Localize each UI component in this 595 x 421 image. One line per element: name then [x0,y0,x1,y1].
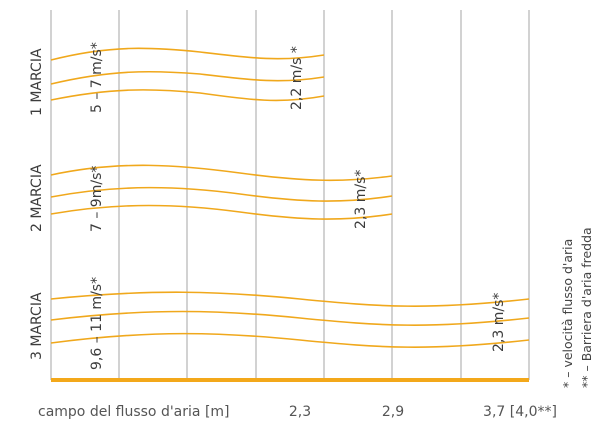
airflow-curve-gear-2 [50,204,393,220]
footnote-airflow-speed: * – velocità flusso d'aria [560,239,575,388]
start-speed-label-1: 5 – 7 m/s* [89,42,105,113]
airflow-curve-gear-2 [50,164,393,182]
axis-tick: 2,3 [289,404,311,420]
airflow-curve-gear-2 [50,186,393,202]
gear-label-3: 3 MARCIA [29,292,45,360]
airflow-curve-gear-1 [50,89,325,102]
axis-tick: 2,9 [382,404,404,420]
airflow-curves [50,47,530,348]
airflow-curve-gear-1 [50,70,325,85]
airflow-curve-gear-3 [50,291,530,307]
grid [50,10,530,380]
airflow-curve-gear-1 [50,47,325,61]
gear-label-1: 1 MARCIA [29,48,45,116]
gear-label-2: 2 MARCIA [29,164,45,232]
start-speed-label-2: 7 – 9m/s* [89,166,105,232]
airflow-curve-gear-3 [50,332,530,348]
start-speed-label-3: 9,6 – 11 m/s* [89,277,105,370]
end-speed-label-1: 2,2 m/s * [289,46,305,110]
axis-tick: 3,7 [4,0**] [483,404,557,420]
end-speed-label-2: 2,3 m/s* [353,170,369,229]
axis-title: campo del flusso d'aria [m] [38,404,230,420]
footnote-cold-air-barrier: ** – Barriera d'aria fredda [579,227,594,388]
airflow-curve-gear-3 [50,310,530,326]
end-speed-label-3: 2,3 m/s* [491,293,507,352]
